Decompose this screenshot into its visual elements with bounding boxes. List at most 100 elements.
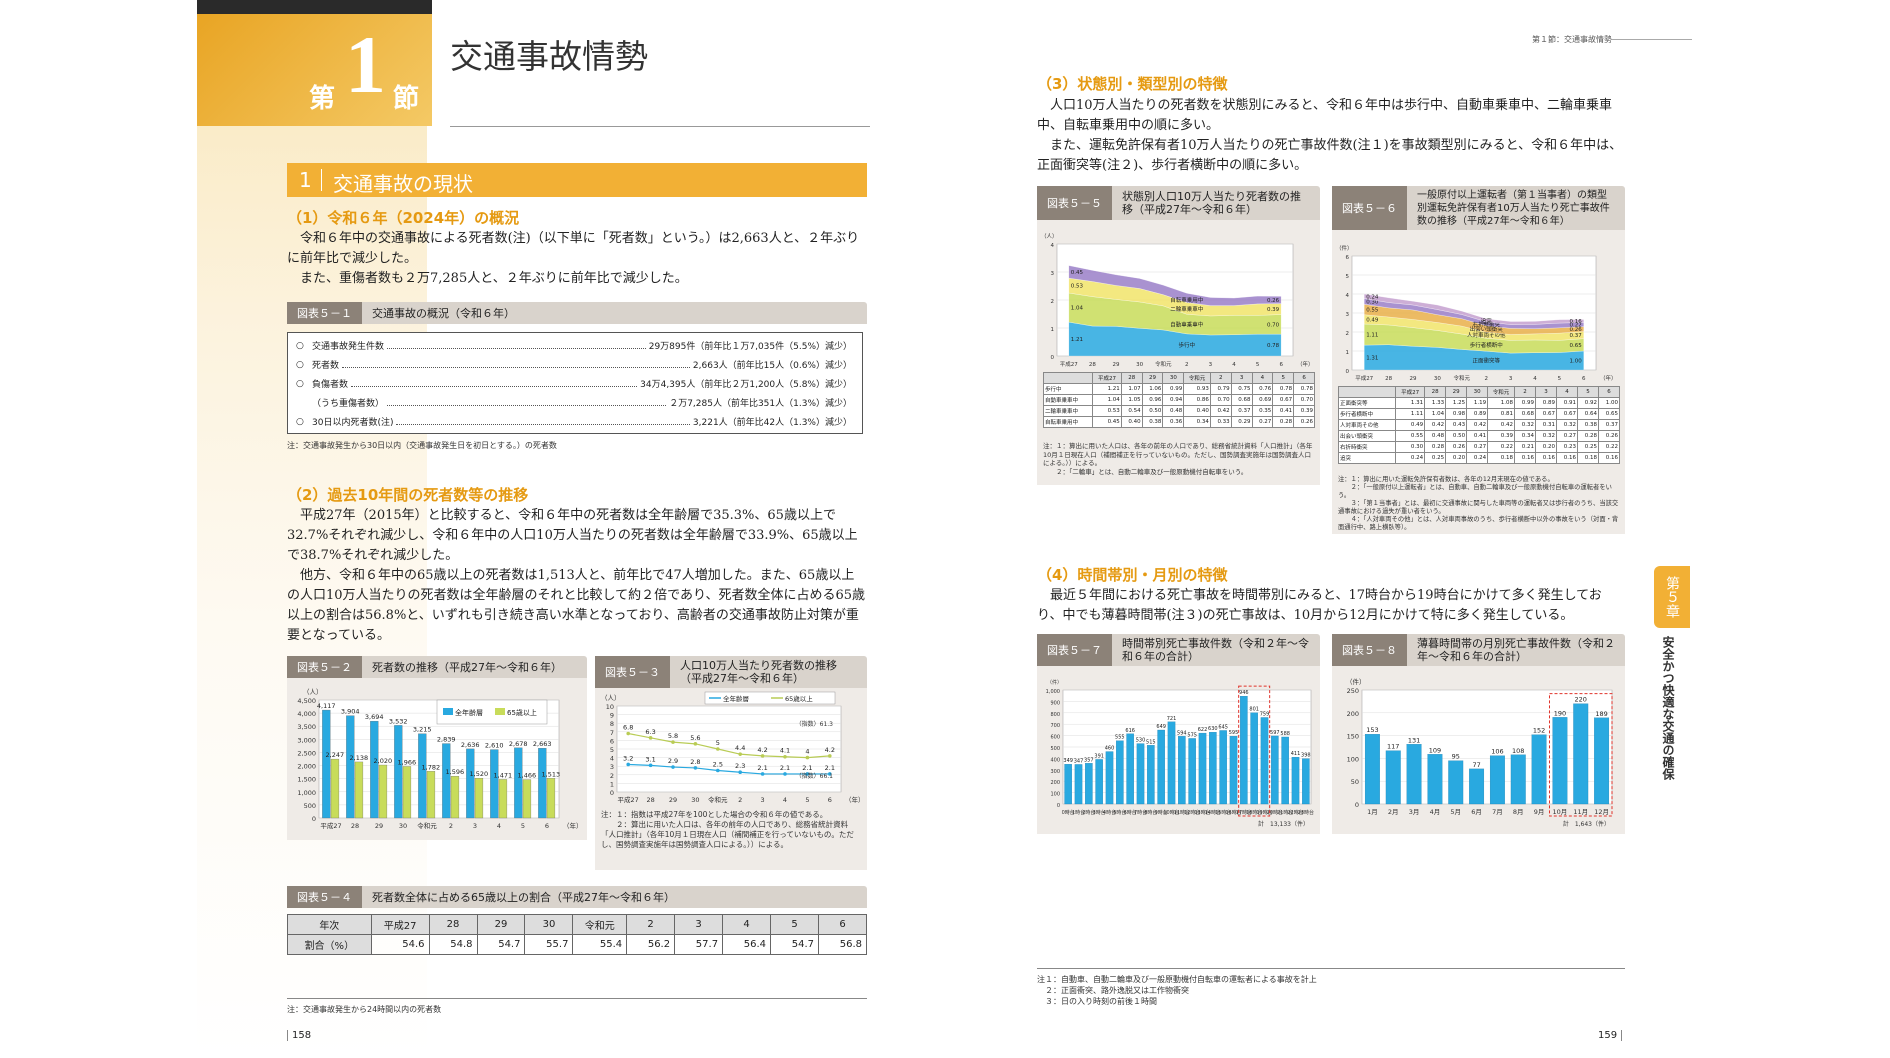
fig51-row-value: 3,221人（前年比42人（1.3%）減少） [692,418,852,428]
bar [1178,736,1186,805]
table-cell: 1.11 [1395,408,1426,420]
page-number-left: 158 [287,1030,311,1041]
bar [1136,743,1145,805]
left-page: 第 1 節 交通事故情勢 1 交通事故の現状 （1）令和６年（2024年）の概況… [197,0,887,1058]
chapter-side-tab[interactable]: 第５章 安全かつ快適な交通の確保 [1654,566,1690,836]
data-label: 595 [1229,730,1239,736]
fig57-chart: 01002003004005006007008009001,0000時台1時台2… [1046,679,1314,828]
data-label: 4 [805,748,809,756]
x-tick-label: 9月 [1534,808,1545,816]
fig54-value-cell: 57.7 [674,934,724,955]
y-tick-label: 3 [1051,271,1055,277]
bar [1105,751,1114,805]
table-row-label: 正面衝突等 [1337,397,1397,409]
area-5 [1364,293,1584,325]
table-header-cell [1042,372,1094,384]
fig57-header: 図表５－７ 時間帯別死亡事故件数（令和２年～令和６年の合計） [1037,634,1320,666]
bar [1406,744,1422,805]
fig51-row-value: ２万7,285人（前年比351人（1.3%）減少） [669,399,852,409]
x-tick-label: 5 [521,822,525,830]
table-cell: 0.24 [1395,452,1426,464]
table-header-cell: 28 [1120,372,1143,384]
x-tick-label: 1月 [1367,808,1378,816]
bar [1240,696,1248,805]
table-row: 右折時衝突 0.30 0.28 0.26 0.27 0.22 0.21 0.20 0.23 0.2… [1337,441,1621,453]
y-tick-label: 300 [1050,769,1060,775]
y-tick-label: 400 [1050,757,1060,763]
table-cell: 0.42 [1424,419,1447,431]
data-label: 153 [1366,726,1378,734]
y-tick-label: 2 [1346,331,1350,337]
bottom-note-3: ３：日の入り時刻の前後１時間 [1037,997,1157,1006]
x-tick-label: 21時台 [1277,809,1293,816]
y-axis-unit: （件） [1336,244,1353,252]
y-tick-label: 900 [1050,700,1060,706]
fig51-row: ○ 死者数 2,663人（前年比15人（0.6%）減少） [296,358,852,372]
series-label: 正面衝突等 [1472,357,1500,365]
page-number-right: 159 [1598,1030,1623,1041]
data-label: 0.53 [1071,284,1084,290]
fig54-value-row: 割合（%） 54.6 54.8 54.7 55.7 55.4 56.2 57.7 56.4 54.… [287,934,867,955]
table-cell: 0.32 [1513,419,1536,431]
data-label: 0.55 [1366,307,1379,313]
data-point [693,766,698,770]
x-tick-label: 5時台 [1113,809,1126,816]
data-label: 0.49 [1366,317,1379,323]
x-tick-label: 4月 [1430,808,1441,816]
table-cell: 0.43 [1445,419,1468,431]
bar [1198,732,1207,805]
x-tick-label: 6 [545,822,549,830]
table-cell: 0.49 [1395,419,1426,431]
fig56-title: 一般原付以上運転者（第１当事者）の類型別運転免許保有者10万人当たり死亡事故件数… [1417,189,1610,227]
x-tick-label: 30 [399,822,407,830]
data-label: 2.1 [825,764,835,772]
fig51-row-value: 2,663人（前年比15人（0.6%）減少） [692,361,852,371]
table-row: 人対車両その他 0.49 0.42 0.43 0.42 0.42 0.32 0.31 0.32 0… [1337,419,1621,431]
fig51-row: ○ 負傷者数 34万4,395人（前年比２万1,200人（5.8%）減少） [296,377,852,391]
table-cell: 0.99 [1162,383,1185,395]
fig54-row-label: 割合（%） [287,934,372,955]
table-cell: 0.22 [1597,441,1621,453]
table-cell: 0.27 [1466,441,1489,453]
data-label: 357 [1084,757,1094,763]
data-point [671,765,675,769]
bar [1219,730,1227,805]
table-row-label: 二輪車乗車中 [1042,405,1094,417]
x-axis-unit: （年） [1297,360,1314,368]
table-cell: 0.53 [1092,405,1122,417]
bar-65plus [522,779,532,819]
table-header-cell: 6 [1597,386,1621,398]
table-header-cell: 2 [1209,372,1232,384]
table-cell: 0.78 [1272,383,1295,395]
data-label: 3.2 [623,754,633,762]
x-tick-label: 23時台 [1298,809,1314,816]
fig54-header-row: 年次 平成27 28 29 30 令和元 2 3 4 5 6 [287,914,867,935]
table-cell: 0.28 [1424,441,1447,453]
fig58-tag: 図表５－８ [1332,634,1407,666]
legend-label: 65歳以上 [785,694,813,703]
data-label: 3,904 [341,708,360,716]
fig54-value-cell: 55.4 [572,934,628,955]
data-label: 189 [1595,710,1607,718]
data-label: 3,532 [389,717,408,725]
data-label: 152 [1533,727,1545,735]
x-tick-label: 30 [691,796,699,804]
fig54-header-cell: 29 [476,914,526,935]
data-label: 2,663 [533,740,552,748]
bar [1510,754,1526,805]
y-tick-label: 700 [1050,723,1060,729]
fig54-header-cell: 6 [818,914,867,935]
x-tick-label: 30 [1434,376,1441,382]
x-tick-label: 6月 [1471,808,1482,816]
legend: 全年齢層 65歳以上 [436,699,548,725]
data-point [805,772,810,776]
table-cell: 0.16 [1555,452,1578,464]
table-cell: 1.07 [1120,383,1143,395]
fig51-row-label: 死者数 [312,361,340,371]
data-label: 4.2 [825,746,835,754]
para-4: 最近５年間における死亡事故を時間帯別にみると、17時台から19時台にかけて多く発… [1037,588,1602,623]
x-tick-label: 2 [1484,376,1488,382]
y-tick-label: 1,000 [297,789,316,797]
table-cell: 0.89 [1534,397,1557,409]
table-cell: 0.32 [1555,419,1578,431]
